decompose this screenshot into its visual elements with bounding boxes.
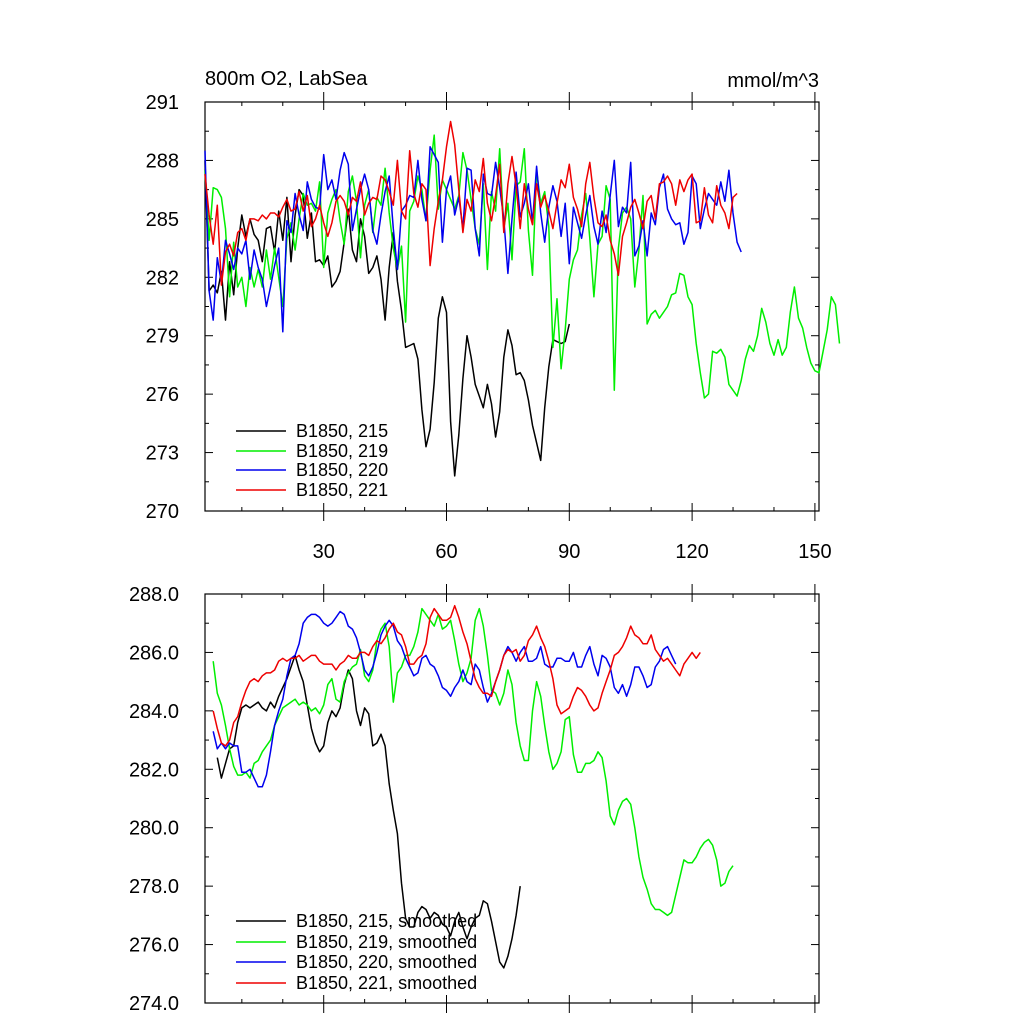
top-legend: B1850, 215 B1850, 219 B1850, 220 B1850, … — [236, 421, 388, 500]
bottom-legend-label-219: B1850, 219, smoothed — [296, 932, 477, 952]
series-line-b1850-215 — [204, 160, 571, 477]
y-tick-label: 270 — [146, 501, 179, 523]
top-panel: 800m O2, LabSea mmol/m^3 270 273 276 279 282… — [146, 68, 841, 563]
bottom-x-axis — [241, 584, 816, 1013]
bottom-y-axis: 274.0 276.0 278.0 280.0 282.0 284.0 286.0 288.0 — [129, 584, 819, 1015]
bottom-panel: 274.0 276.0 278.0 280.0 282.0 284.0 286.0 288.0… — [129, 584, 820, 1015]
x-tick-label: 90 — [558, 541, 580, 563]
series-line-b1850-221-smoothed — [212, 604, 701, 747]
top-legend-label-221: B1850, 221 — [296, 480, 388, 500]
y-tick-label: 286.0 — [129, 642, 179, 664]
series-line-b1850-220 — [204, 146, 742, 333]
y-tick-label: 280.0 — [129, 818, 179, 840]
y-tick-label: 288 — [146, 150, 179, 172]
y-tick-label: 282.0 — [129, 759, 179, 781]
series-line-b1850-221 — [204, 120, 738, 286]
top-legend-label-220: B1850, 220 — [296, 460, 388, 480]
bottom-legend: B1850, 215, smoothed B1850, 219, smoothe… — [236, 911, 477, 993]
top-panel-units: mmol/m^3 — [727, 70, 819, 92]
bottom-legend-label-220: B1850, 220, smoothed — [296, 952, 477, 972]
x-tick-label: 120 — [675, 541, 708, 563]
bottom-legend-label-221: B1850, 221, smoothed — [296, 973, 477, 993]
y-tick-label: 276.0 — [129, 935, 179, 957]
top-legend-label-215: B1850, 215 — [296, 421, 388, 441]
y-tick-label: 273 — [146, 443, 179, 465]
x-tick-label: 150 — [798, 541, 831, 563]
top-series-lines — [204, 120, 841, 477]
series-line-b1850-219 — [204, 134, 841, 399]
bottom-legend-label-215: B1850, 215, smoothed — [296, 911, 477, 931]
y-tick-label: 274.0 — [129, 993, 179, 1015]
y-tick-label: 276 — [146, 384, 179, 406]
top-y-axis: 270 273 276 279 282 285 288 291 — [146, 92, 819, 523]
y-tick-label: 288.0 — [129, 584, 179, 606]
top-legend-label-219: B1850, 219 — [296, 441, 388, 461]
x-tick-label: 30 — [313, 541, 335, 563]
series-line-b1850-220-smoothed — [212, 610, 677, 788]
bottom-series-lines — [212, 604, 734, 969]
series-line-b1850-215-smoothed — [216, 654, 521, 969]
y-tick-label: 291 — [146, 92, 179, 114]
y-tick-label: 285 — [146, 209, 179, 231]
x-tick-label: 60 — [435, 541, 457, 563]
top-x-axis: 30 60 90 120 150 — [241, 92, 832, 563]
y-tick-label: 284.0 — [129, 701, 179, 723]
y-tick-label: 279 — [146, 326, 179, 348]
y-tick-label: 278.0 — [129, 876, 179, 898]
top-panel-title: 800m O2, LabSea — [205, 68, 368, 90]
y-tick-label: 282 — [146, 267, 179, 289]
series-line-b1850-219-smoothed — [212, 607, 734, 917]
